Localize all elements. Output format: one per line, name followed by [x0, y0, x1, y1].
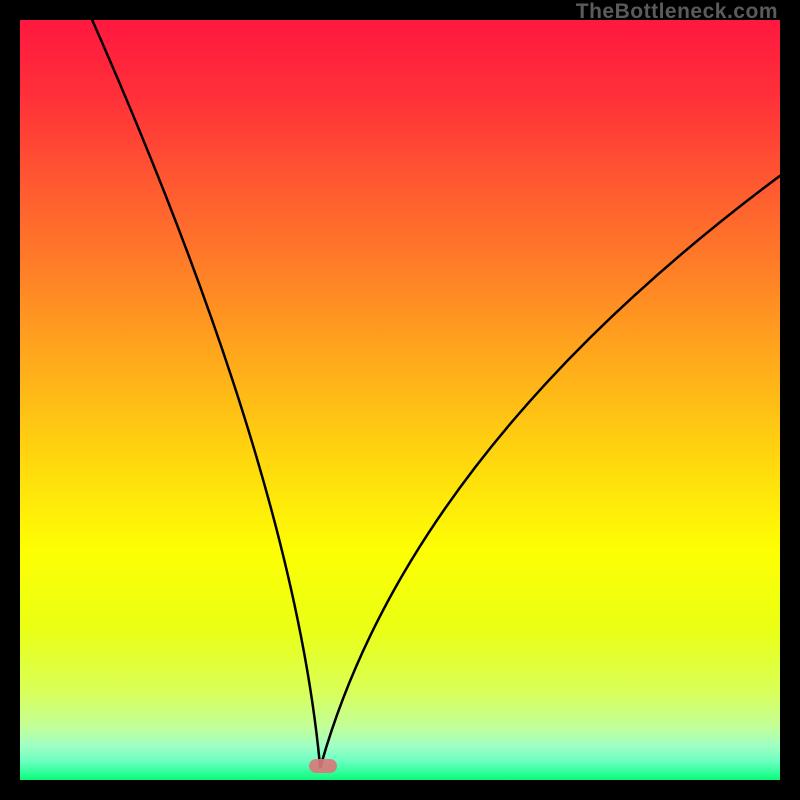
bottleneck-curve: [92, 20, 780, 768]
plot-area: [20, 20, 780, 780]
cusp-marker: [309, 759, 337, 773]
watermark-text: TheBottleneck.com: [576, 0, 778, 24]
curve-svg: [20, 20, 780, 780]
chart-frame: TheBottleneck.com: [0, 0, 800, 800]
